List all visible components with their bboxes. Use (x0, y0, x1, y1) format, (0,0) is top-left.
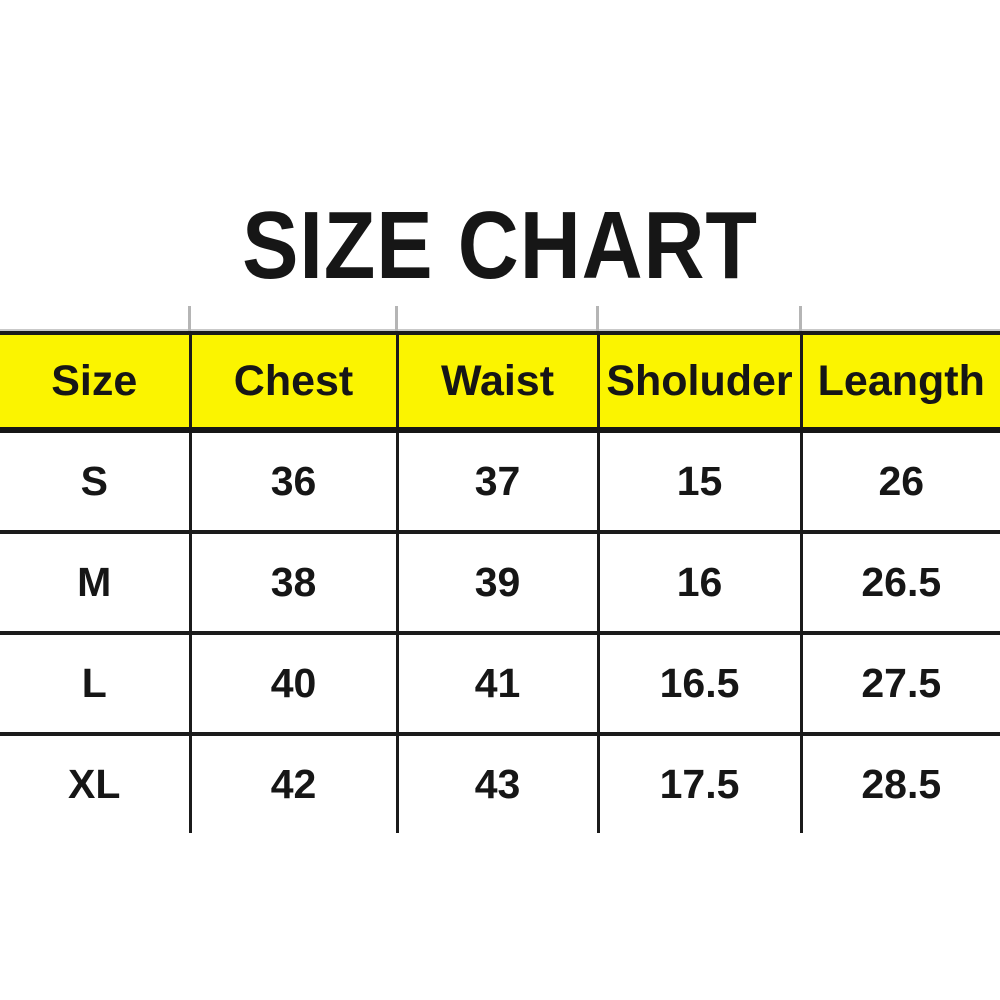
table-row-xl: XL 42 43 17.5 28.5 (0, 734, 1000, 833)
table-cell: 26.5 (799, 532, 1000, 635)
table-cell: 16.5 (596, 633, 801, 736)
page-title: SIZE CHART (242, 192, 758, 299)
size-label-cell: S (0, 430, 190, 534)
table-top-hairline (0, 329, 1000, 331)
column-rule-stub (395, 306, 398, 333)
column-rule-stub (596, 306, 599, 333)
table-cell: 43 (395, 734, 598, 833)
table-cell: 27.5 (799, 633, 1000, 736)
header-cell-length: Leangth (799, 333, 1000, 433)
table-cell: 17.5 (596, 734, 801, 833)
table-cell: 26 (799, 430, 1000, 534)
table-cell: 16 (596, 532, 801, 635)
column-rule-stub (188, 306, 191, 333)
size-chart-table: Size Chest Waist Sholuder Leangth S 36 3… (0, 331, 1000, 833)
column-rule-stub (799, 306, 802, 333)
table-cell: 37 (395, 430, 598, 534)
table-cell: 28.5 (799, 734, 1000, 833)
header-row: Size Chest Waist Sholuder Leangth (0, 333, 1000, 433)
header-cell-waist: Waist (395, 333, 598, 433)
header-cell-size: Size (0, 333, 190, 433)
table-cell: 42 (188, 734, 397, 833)
size-label-cell: L (0, 633, 190, 736)
table-cell: 15 (596, 430, 801, 534)
table-row-s: S 36 37 15 26 (0, 430, 1000, 534)
table-row-m: M 38 39 16 26.5 (0, 532, 1000, 635)
table-cell: 36 (188, 430, 397, 534)
table-cell: 40 (188, 633, 397, 736)
table-cell: 41 (395, 633, 598, 736)
table-row-l: L 40 41 16.5 27.5 (0, 633, 1000, 736)
table-cell: 39 (395, 532, 598, 635)
size-label-cell: XL (0, 734, 190, 833)
table-cell: 38 (188, 532, 397, 635)
header-cell-chest: Chest (188, 333, 397, 433)
header-cell-shoulder: Sholuder (596, 333, 801, 433)
size-label-cell: M (0, 532, 190, 635)
